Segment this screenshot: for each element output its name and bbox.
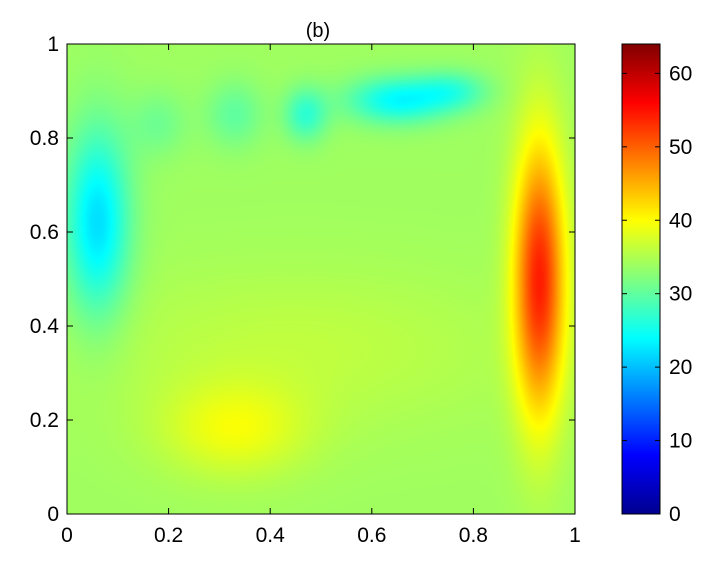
colorbar-tick-label: 50 [669,136,692,159]
y-axis: 0 0.2 0.4 0.6 0.8 1 [30,33,575,526]
colorbar [621,43,661,515]
colorbar-tick-label: 30 [669,283,692,306]
x-tick-label: 0 [61,524,73,547]
chart-title: (b) [306,20,330,42]
colorbar-tick-label: 10 [669,430,692,453]
plot-frame [66,43,576,515]
x-axis: 0 0.2 0.4 0.6 0.8 1 [61,44,581,547]
colorbar-tick-label: 40 [669,209,692,232]
x-tick-label: 0.4 [256,524,286,547]
x-tick-label: 0.2 [154,524,183,547]
x-tick-label: 1 [569,524,581,547]
y-tick-label: 1 [47,33,59,56]
colorbar-axis: 0 10 20 30 40 50 60 [622,62,692,526]
y-tick-label: 0 [47,503,59,526]
x-tick-label: 0.6 [357,524,386,547]
x-tick-label: 0.8 [459,524,488,547]
colorbar-tick-label: 20 [669,356,692,379]
y-tick-label: 0.6 [30,221,59,244]
y-tick-label: 0.4 [30,315,60,338]
y-tick-label: 0.2 [30,409,59,432]
colorbar-tick-label: 60 [669,62,692,85]
plot-area [67,44,575,514]
y-tick-label: 0.8 [30,127,59,150]
colorbar-tick-label: 0 [669,503,681,526]
